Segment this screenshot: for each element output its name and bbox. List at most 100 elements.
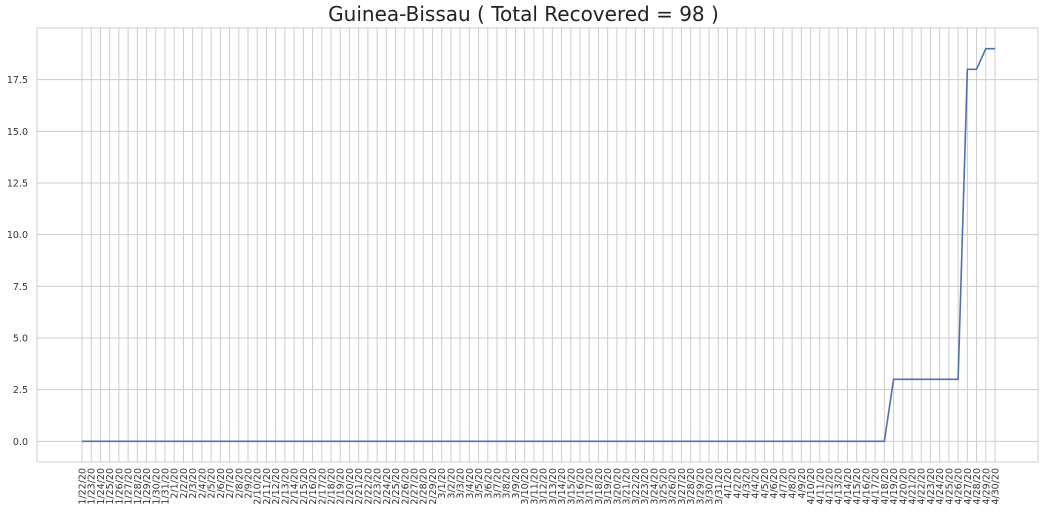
- y-tick-label: 10.0: [7, 230, 28, 241]
- y-tick-label: 2.5: [13, 385, 28, 396]
- x-tick-label: 3/9/20: [511, 468, 522, 499]
- x-tick-label: 4/18/20: [880, 468, 891, 505]
- x-tick-label: 4/27/20: [963, 468, 974, 505]
- grid-lines: [37, 28, 1038, 462]
- x-tick-label: 2/10/20: [253, 468, 264, 505]
- x-tick-label: 4/10/20: [806, 468, 817, 505]
- x-tick-label: 3/29/20: [695, 468, 706, 505]
- x-tick-label: 2/26/20: [400, 468, 411, 505]
- x-tick-label: 4/3/20: [742, 468, 753, 499]
- x-tick-label: 1/27/20: [124, 468, 135, 505]
- x-tick-label: 2/12/20: [271, 468, 282, 505]
- x-tick-label: 4/11/20: [815, 468, 826, 505]
- x-tick-label: 4/2/20: [732, 468, 743, 499]
- x-tick-label: 2/4/20: [197, 468, 208, 499]
- x-tick-label: 4/9/20: [797, 468, 808, 499]
- x-tick-label: 2/3/20: [188, 468, 199, 499]
- x-tick-label: 4/1/20: [723, 468, 734, 499]
- x-tick-label: 2/17/20: [317, 468, 328, 505]
- y-tick-label: 12.5: [7, 179, 28, 190]
- x-tick-label: 2/5/20: [207, 468, 218, 499]
- x-tick-label: 3/30/20: [705, 468, 716, 505]
- series-line: [82, 47, 995, 443]
- x-tick-label: 3/26/20: [668, 468, 679, 505]
- x-tick-label: 2/1/20: [170, 468, 181, 499]
- x-tick-label: 3/24/20: [649, 468, 660, 505]
- x-tick-label: 3/10/20: [520, 468, 531, 505]
- x-tick-label: 2/29/20: [428, 468, 439, 505]
- x-tick-label: 4/23/20: [926, 468, 937, 505]
- x-tick-label: 3/19/20: [603, 468, 614, 505]
- x-tick-label: 4/24/20: [935, 468, 946, 505]
- x-tick-label: 3/18/20: [594, 468, 605, 505]
- x-tick-label: 3/14/20: [557, 468, 568, 505]
- x-tick-label: 2/2/20: [179, 468, 190, 499]
- x-tick-label: 3/13/20: [548, 468, 559, 505]
- x-tick-label: 3/21/20: [622, 468, 633, 505]
- x-tick-label: 1/30/20: [151, 468, 162, 505]
- x-tick-label: 4/7/20: [778, 468, 789, 499]
- x-tick-label: 4/5/20: [760, 468, 771, 499]
- series-layer: [82, 47, 995, 443]
- x-tick-label: 4/20/20: [898, 468, 909, 505]
- x-tick-label: 2/15/20: [299, 468, 310, 505]
- x-tick-label: 3/16/20: [576, 468, 587, 505]
- x-tick-label: 1/28/20: [133, 468, 144, 505]
- x-tick-label: 2/6/20: [216, 468, 227, 499]
- x-tick-label: 3/20/20: [612, 468, 623, 505]
- x-tick-label: 1/31/20: [161, 468, 172, 505]
- x-tick-label: 2/24/20: [382, 468, 393, 505]
- x-tick-label: 3/5/20: [474, 468, 485, 499]
- x-tick-label: 3/3/20: [456, 468, 467, 499]
- x-tick-label: 2/20/20: [345, 468, 356, 505]
- y-tick-label: 17.5: [7, 75, 28, 86]
- x-tick-label: 2/23/20: [373, 468, 384, 505]
- x-tick-label: 2/22/20: [363, 468, 374, 505]
- x-tick-label: 1/25/20: [105, 468, 116, 505]
- x-tick-label: 4/13/20: [834, 468, 845, 505]
- x-tick-label: 2/9/20: [244, 468, 255, 499]
- x-tick-label: 4/29/20: [981, 468, 992, 505]
- x-tick-label: 3/25/20: [659, 468, 670, 505]
- y-tick-label: 5.0: [13, 334, 28, 345]
- x-tick-label: 2/19/20: [336, 468, 347, 505]
- x-tick-label: 3/17/20: [585, 468, 596, 505]
- x-tick-label: 1/26/20: [114, 468, 125, 505]
- y-tick-label: 15.0: [7, 127, 28, 138]
- x-tick-label: 4/12/20: [825, 468, 836, 505]
- x-tick-label: 3/7/20: [493, 468, 504, 499]
- x-tick-label: 3/4/20: [465, 468, 476, 499]
- x-tick-label: 2/27/20: [410, 468, 421, 505]
- x-tick-label: 1/29/20: [142, 468, 153, 505]
- x-tick-label: 2/18/20: [327, 468, 338, 505]
- x-tick-label: 4/19/20: [889, 468, 900, 505]
- x-tick-label: 4/4/20: [751, 468, 762, 499]
- x-tick-label: 2/14/20: [290, 468, 301, 505]
- x-tick-label: 2/7/20: [225, 468, 236, 499]
- x-tick-label: 3/2/20: [446, 468, 457, 499]
- x-tick-label: 2/21/20: [354, 468, 365, 505]
- x-tick-label: 4/25/20: [944, 468, 955, 505]
- x-tick-label: 2/28/20: [419, 468, 430, 505]
- y-tick-label: 0.0: [13, 437, 28, 448]
- x-tick-label: 3/22/20: [631, 468, 642, 505]
- x-tick-label: 2/8/20: [234, 468, 245, 499]
- x-tick-label: 4/14/20: [843, 468, 854, 505]
- x-tick-label: 1/23/20: [87, 468, 98, 505]
- x-tick-label: 1/24/20: [96, 468, 107, 505]
- x-tick-label: 2/11/20: [262, 468, 273, 505]
- x-tick-label: 2/13/20: [280, 468, 291, 505]
- x-tick-label: 3/27/20: [677, 468, 688, 505]
- x-tick-label: 4/6/20: [769, 468, 780, 499]
- x-tick-label: 3/12/20: [539, 468, 550, 505]
- x-tick-label: 4/21/20: [908, 468, 919, 505]
- x-tick-label: 3/28/20: [686, 468, 697, 505]
- x-tick-label: 4/28/20: [972, 468, 983, 505]
- x-tick-label: 2/16/20: [308, 468, 319, 505]
- x-tick-label: 4/26/20: [954, 468, 965, 505]
- x-tick-label: 3/6/20: [483, 468, 494, 499]
- x-tick-label: 4/15/20: [852, 468, 863, 505]
- x-tick-label: 3/23/20: [640, 468, 651, 505]
- x-tick-label: 3/15/20: [566, 468, 577, 505]
